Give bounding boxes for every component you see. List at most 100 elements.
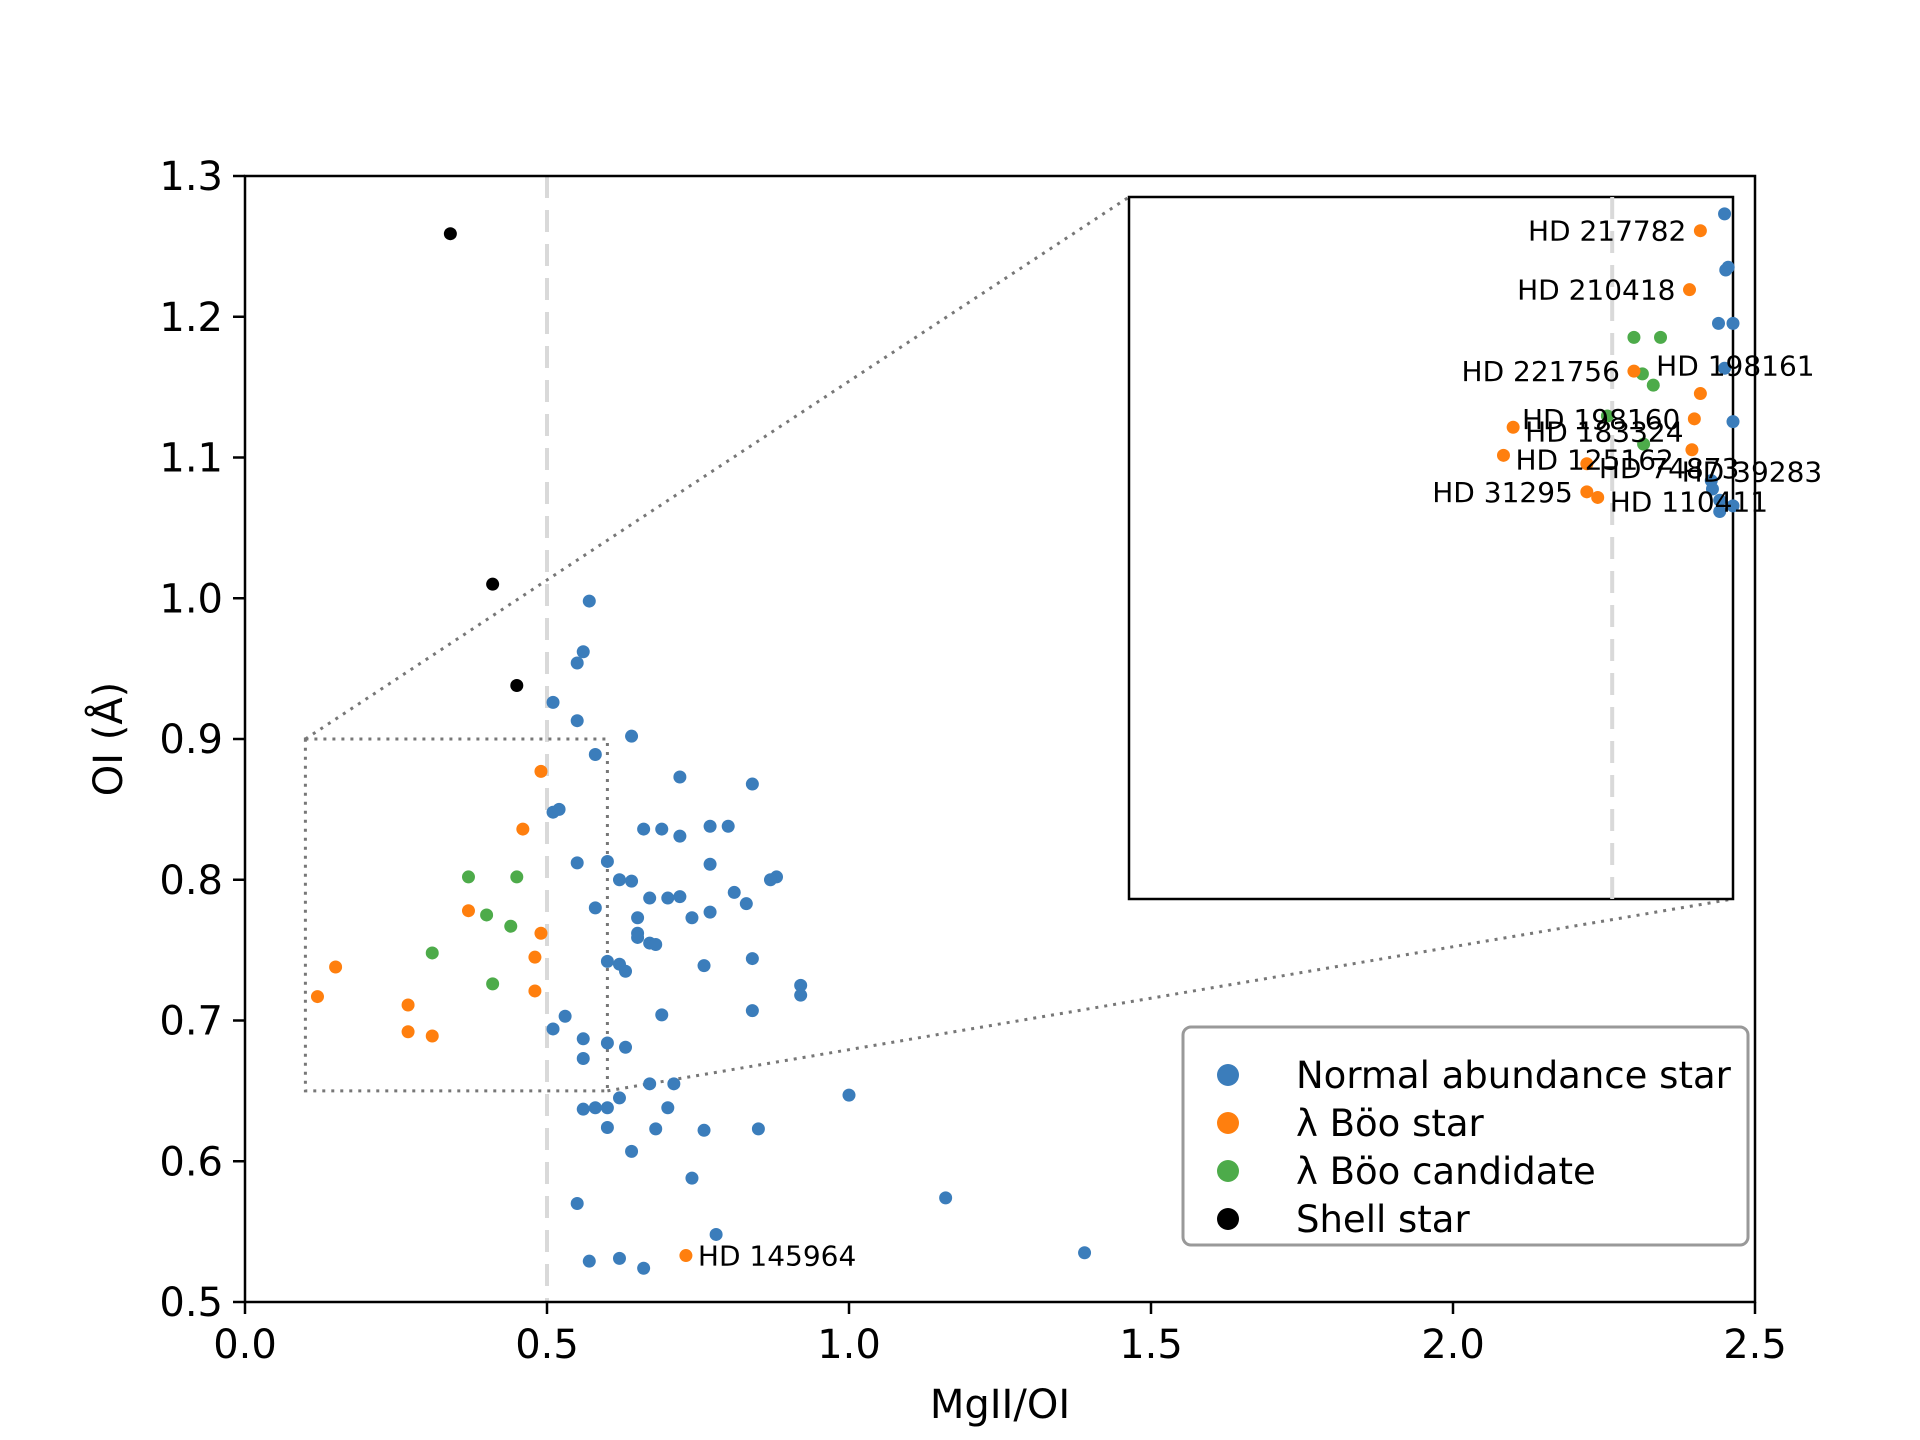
- legend: Normal abundance star λ Böo star λ Böo can…: [1181, 1025, 1750, 1247]
- data-point: [763, 873, 777, 887]
- data-point: [619, 1040, 633, 1054]
- inset-point: [1591, 490, 1605, 504]
- data-point: [528, 950, 542, 964]
- data-point: [612, 1251, 626, 1265]
- data-point: [576, 1052, 590, 1066]
- y-tick-label: 0.8: [159, 858, 223, 904]
- data-point: [486, 977, 500, 991]
- x-tick-label: 1.0: [817, 1322, 881, 1368]
- y-tick-label: 0.7: [159, 999, 223, 1045]
- data-point: [643, 891, 657, 905]
- series-0: [546, 594, 1092, 1275]
- inset-annotation: HD 221756: [1462, 355, 1620, 388]
- y-tick-label: 0.9: [159, 717, 223, 763]
- zoom-rectangle: [303, 737, 609, 1093]
- data-point: [329, 960, 343, 974]
- data-point: [558, 1009, 572, 1023]
- data-point: [570, 1196, 584, 1210]
- inset-point: [1685, 443, 1699, 457]
- data-point: [546, 1022, 560, 1036]
- data-point: [721, 819, 735, 833]
- x-tick-label: 0.5: [515, 1322, 579, 1368]
- legend-marker: [1217, 1160, 1239, 1182]
- data-point: [673, 770, 687, 784]
- data-point: [939, 1191, 953, 1205]
- data-point: [739, 897, 753, 911]
- inset-point: [1726, 316, 1740, 330]
- zoom-region: [303, 195, 1734, 1093]
- data-point: [643, 1077, 657, 1091]
- data-point: [588, 901, 602, 915]
- data-point: [461, 870, 475, 884]
- legend-label: λ Böo star: [1296, 1102, 1485, 1145]
- data-point: [637, 822, 651, 836]
- legend-marker: [1217, 1208, 1239, 1230]
- y-tick-label: 1.1: [159, 436, 223, 482]
- inset-annotation: HD 31295: [1432, 476, 1573, 509]
- series-3: [443, 227, 524, 693]
- y-tick-label: 1.3: [159, 154, 223, 200]
- data-point: [661, 1101, 675, 1115]
- data-point: [480, 908, 494, 922]
- main-annotations: HD 145964: [698, 1240, 856, 1273]
- data-point: [751, 1122, 765, 1136]
- data-point: [582, 1254, 596, 1268]
- inset-point: [1705, 482, 1719, 496]
- inset-point: [1683, 283, 1697, 297]
- data-point: [703, 905, 717, 919]
- data-point: [401, 1025, 415, 1039]
- y-tick-label: 1.0: [159, 576, 223, 622]
- legend-marker: [1217, 1064, 1239, 1086]
- data-point: [631, 930, 645, 944]
- data-point: [576, 645, 590, 659]
- data-point: [649, 1122, 663, 1136]
- y-axis-label: OI (Å): [84, 682, 132, 797]
- data-point: [685, 1171, 699, 1185]
- inset-annotation: HD 198161: [1656, 350, 1814, 383]
- data-point: [310, 990, 324, 1004]
- data-point: [443, 227, 457, 241]
- data-point: [619, 964, 633, 978]
- data-point: [588, 747, 602, 761]
- y-tick-label: 0.5: [159, 1280, 223, 1326]
- inset-point: [1506, 420, 1520, 434]
- data-point: [703, 819, 717, 833]
- inset-point: [1713, 493, 1727, 507]
- inset-annotation: HD 74873: [1599, 452, 1740, 485]
- data-point: [600, 1036, 614, 1050]
- data-point: [528, 984, 542, 998]
- data-point: [745, 952, 759, 966]
- inset-annotation: HD 39283: [1682, 456, 1823, 489]
- legend-label: Shell star: [1296, 1198, 1470, 1241]
- data-point: [486, 577, 500, 591]
- data-point: [600, 1120, 614, 1134]
- inset-point: [1719, 263, 1733, 277]
- data-point: [709, 1227, 723, 1241]
- inset-annotation: HD 198160: [1522, 403, 1680, 436]
- data-point: [697, 959, 711, 973]
- inset-point: [1726, 415, 1740, 429]
- inset-point: [1713, 504, 1727, 518]
- data-point: [576, 1102, 590, 1116]
- legend-label: λ Böo candidate: [1296, 1150, 1596, 1193]
- data-point: [745, 1004, 759, 1018]
- inset-annotation: HD 210418: [1517, 274, 1675, 307]
- data-point: [649, 937, 663, 951]
- inset-point: [1627, 330, 1641, 344]
- series-1: [310, 764, 693, 1263]
- data-point: [842, 1088, 856, 1102]
- inset-point: [1718, 361, 1732, 375]
- data-point: [510, 679, 524, 693]
- legend-label: Normal abundance star: [1296, 1054, 1732, 1097]
- data-point: [637, 1261, 651, 1275]
- data-point: [582, 594, 596, 608]
- data-point: [461, 904, 475, 918]
- data-point: [612, 873, 626, 887]
- x-tick-label: 2.5: [1723, 1322, 1787, 1368]
- axis-ticks: 0.0 0.5 1.0 1.5 2.0 2.50.50.60.70.80.91.01.11…: [159, 154, 1786, 1368]
- point-annotation: HD 145964: [698, 1240, 856, 1273]
- data-point: [510, 870, 524, 884]
- inset-point: [1646, 378, 1660, 392]
- data-point: [552, 802, 566, 816]
- y-tick-label: 0.6: [159, 1139, 223, 1185]
